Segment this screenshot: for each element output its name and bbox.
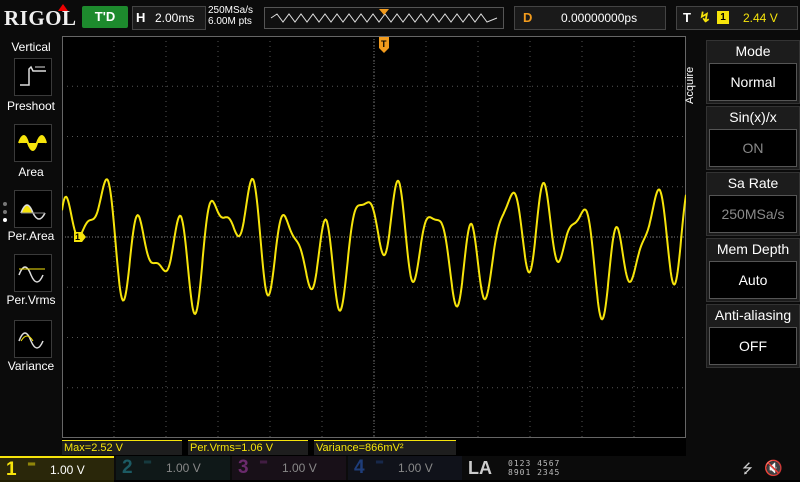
logic-digits-row-2: 8901 2345 [508,468,561,477]
sinx-value: ON [709,129,797,167]
variance-icon [18,332,44,349]
page-dot [3,210,7,214]
sa-rate-title: Sa Rate [727,175,779,191]
variance-button[interactable] [14,320,52,358]
sinx-title: Sin(x)/x [729,109,777,125]
channel-1-tab[interactable]: 1 ═ 1.00 V [0,456,114,482]
memory-points-readout: 6.00M pts [208,16,252,27]
channel-bar: 1 ═ 1.00 V 2 ═ 1.00 V 3 ═ 1.00 V 4 ═ 1.0… [0,456,800,482]
variance-label: Variance [7,359,55,373]
page-dot [3,202,7,206]
trigger-marker-label: T [381,39,387,49]
ch1-waveform [61,177,687,321]
usb-icon: ⭍ [742,461,753,476]
measurement-variance[interactable]: Variance=866mV² [314,440,456,455]
logic-analyzer-button[interactable]: LA [468,458,492,478]
per-vrms-icon [18,266,45,283]
rising-edge-icon: ↯ [699,9,711,25]
trigger-position-bar[interactable] [264,7,504,29]
measurement-per-vrms[interactable]: Per.Vrms=1.06 V [188,440,308,455]
channel-3-scale: 1.00 V [282,461,317,475]
speaker-muted-icon[interactable]: 🔇 [764,460,783,477]
page-dot-active [3,218,7,222]
measurement-bar: Max=2.52 V Per.Vrms=1.06 V Variance=866m… [62,438,686,456]
dc-coupling-icon: ═ [260,457,268,468]
sa-rate-menu[interactable]: Sa Rate 250MSa/s [706,172,800,236]
mem-depth-menu[interactable]: Mem Depth Auto [706,238,800,302]
channel-3-tab[interactable]: 3 ═ 1.00 V [232,456,346,480]
mode-value: Normal [709,63,797,101]
mode-menu[interactable]: Mode Normal [706,40,800,104]
dc-coupling-icon: ═ [376,457,384,468]
channel-2-number: 2 [122,457,133,478]
trigger-position-marker[interactable] [379,37,389,53]
area-button[interactable] [14,124,52,162]
anti-aliasing-title: Anti-aliasing [714,307,792,323]
waveform-display[interactable]: 1 T [61,36,687,438]
area-label: Area [18,165,44,179]
top-status-bar: RIGOL T'D H 2.00ms 250MSa/s 6.00M pts D … [0,0,800,36]
channel-4-number: 4 [354,457,365,478]
delay-label: D [523,10,533,25]
ch1-trace [61,177,687,321]
channel-2-tab[interactable]: 2 ═ 1.00 V [116,456,230,480]
timebase-value: 2.00ms [155,11,195,25]
waveform-overview-icon [270,9,498,23]
trigger-level: 2.44 V [743,11,778,25]
channel-4-tab[interactable]: 4 ═ 1.00 V [348,456,462,480]
preshoot-label: Preshoot [6,99,56,113]
rigol-logo: RIGOL [4,4,77,30]
ch1-ground-marker[interactable] [74,232,86,242]
delay-value: 0.00000000ps [561,11,638,25]
channel-2-scale: 1.00 V [166,461,201,475]
ch1-marker-label: 1 [75,232,80,242]
mode-title: Mode [735,43,771,59]
dc-coupling-icon: ═ [144,457,152,468]
preshoot-icon [20,65,46,86]
area-icon [18,135,47,151]
anti-aliasing-menu[interactable]: Anti-aliasing OFF [706,304,800,368]
horizontal-label: H [136,10,146,25]
acquire-menu: Acquire Mode Normal Sin(x)/x ON Sa Rate … [684,36,800,456]
trigger-label: T [683,10,691,25]
per-area-button[interactable] [14,190,52,228]
horizontal-timebase[interactable]: H 2.00ms [132,6,206,30]
logic-channel-grid: 0123 4567 8901 2345 [508,459,596,477]
mem-depth-value: Auto [709,261,797,299]
grid-border [62,36,686,438]
mem-depth-title: Mem Depth [716,241,790,257]
trigger-source: 1 [717,11,729,24]
vertical-measure-menu: Vertical Preshoot Area Per.Area Per.V [0,36,62,456]
channel-1-scale: 1.00 V [50,463,85,477]
acquire-section-label: Acquire [684,66,696,104]
run-status-badge[interactable]: T'D [82,6,128,28]
channel-1-number: 1 [6,459,17,480]
channel-3-number: 3 [238,457,249,478]
preshoot-button[interactable] [14,58,52,96]
sa-rate-value: 250MSa/s [709,195,797,233]
per-area-icon [20,204,46,220]
dc-coupling-icon: ═ [28,459,36,470]
per-vrms-label: Per.Vrms [6,293,56,307]
per-area-label: Per.Area [7,229,55,243]
graticule: 1 T [61,36,687,438]
per-vrms-button[interactable] [14,254,52,292]
delay-readout[interactable]: D 0.00000000ps [514,6,666,30]
logic-digits-row-1: 0123 4567 [508,459,561,468]
trigger-readout[interactable]: T ↯ 1 2.44 V [676,6,798,30]
sinx-menu[interactable]: Sin(x)/x ON [706,106,800,170]
menu-title: Vertical [11,40,51,54]
anti-aliasing-value: OFF [709,327,797,365]
channel-4-scale: 1.00 V [398,461,433,475]
measurement-max[interactable]: Max=2.52 V [62,440,182,455]
sample-rate-readout: 250MSa/s [208,5,254,16]
